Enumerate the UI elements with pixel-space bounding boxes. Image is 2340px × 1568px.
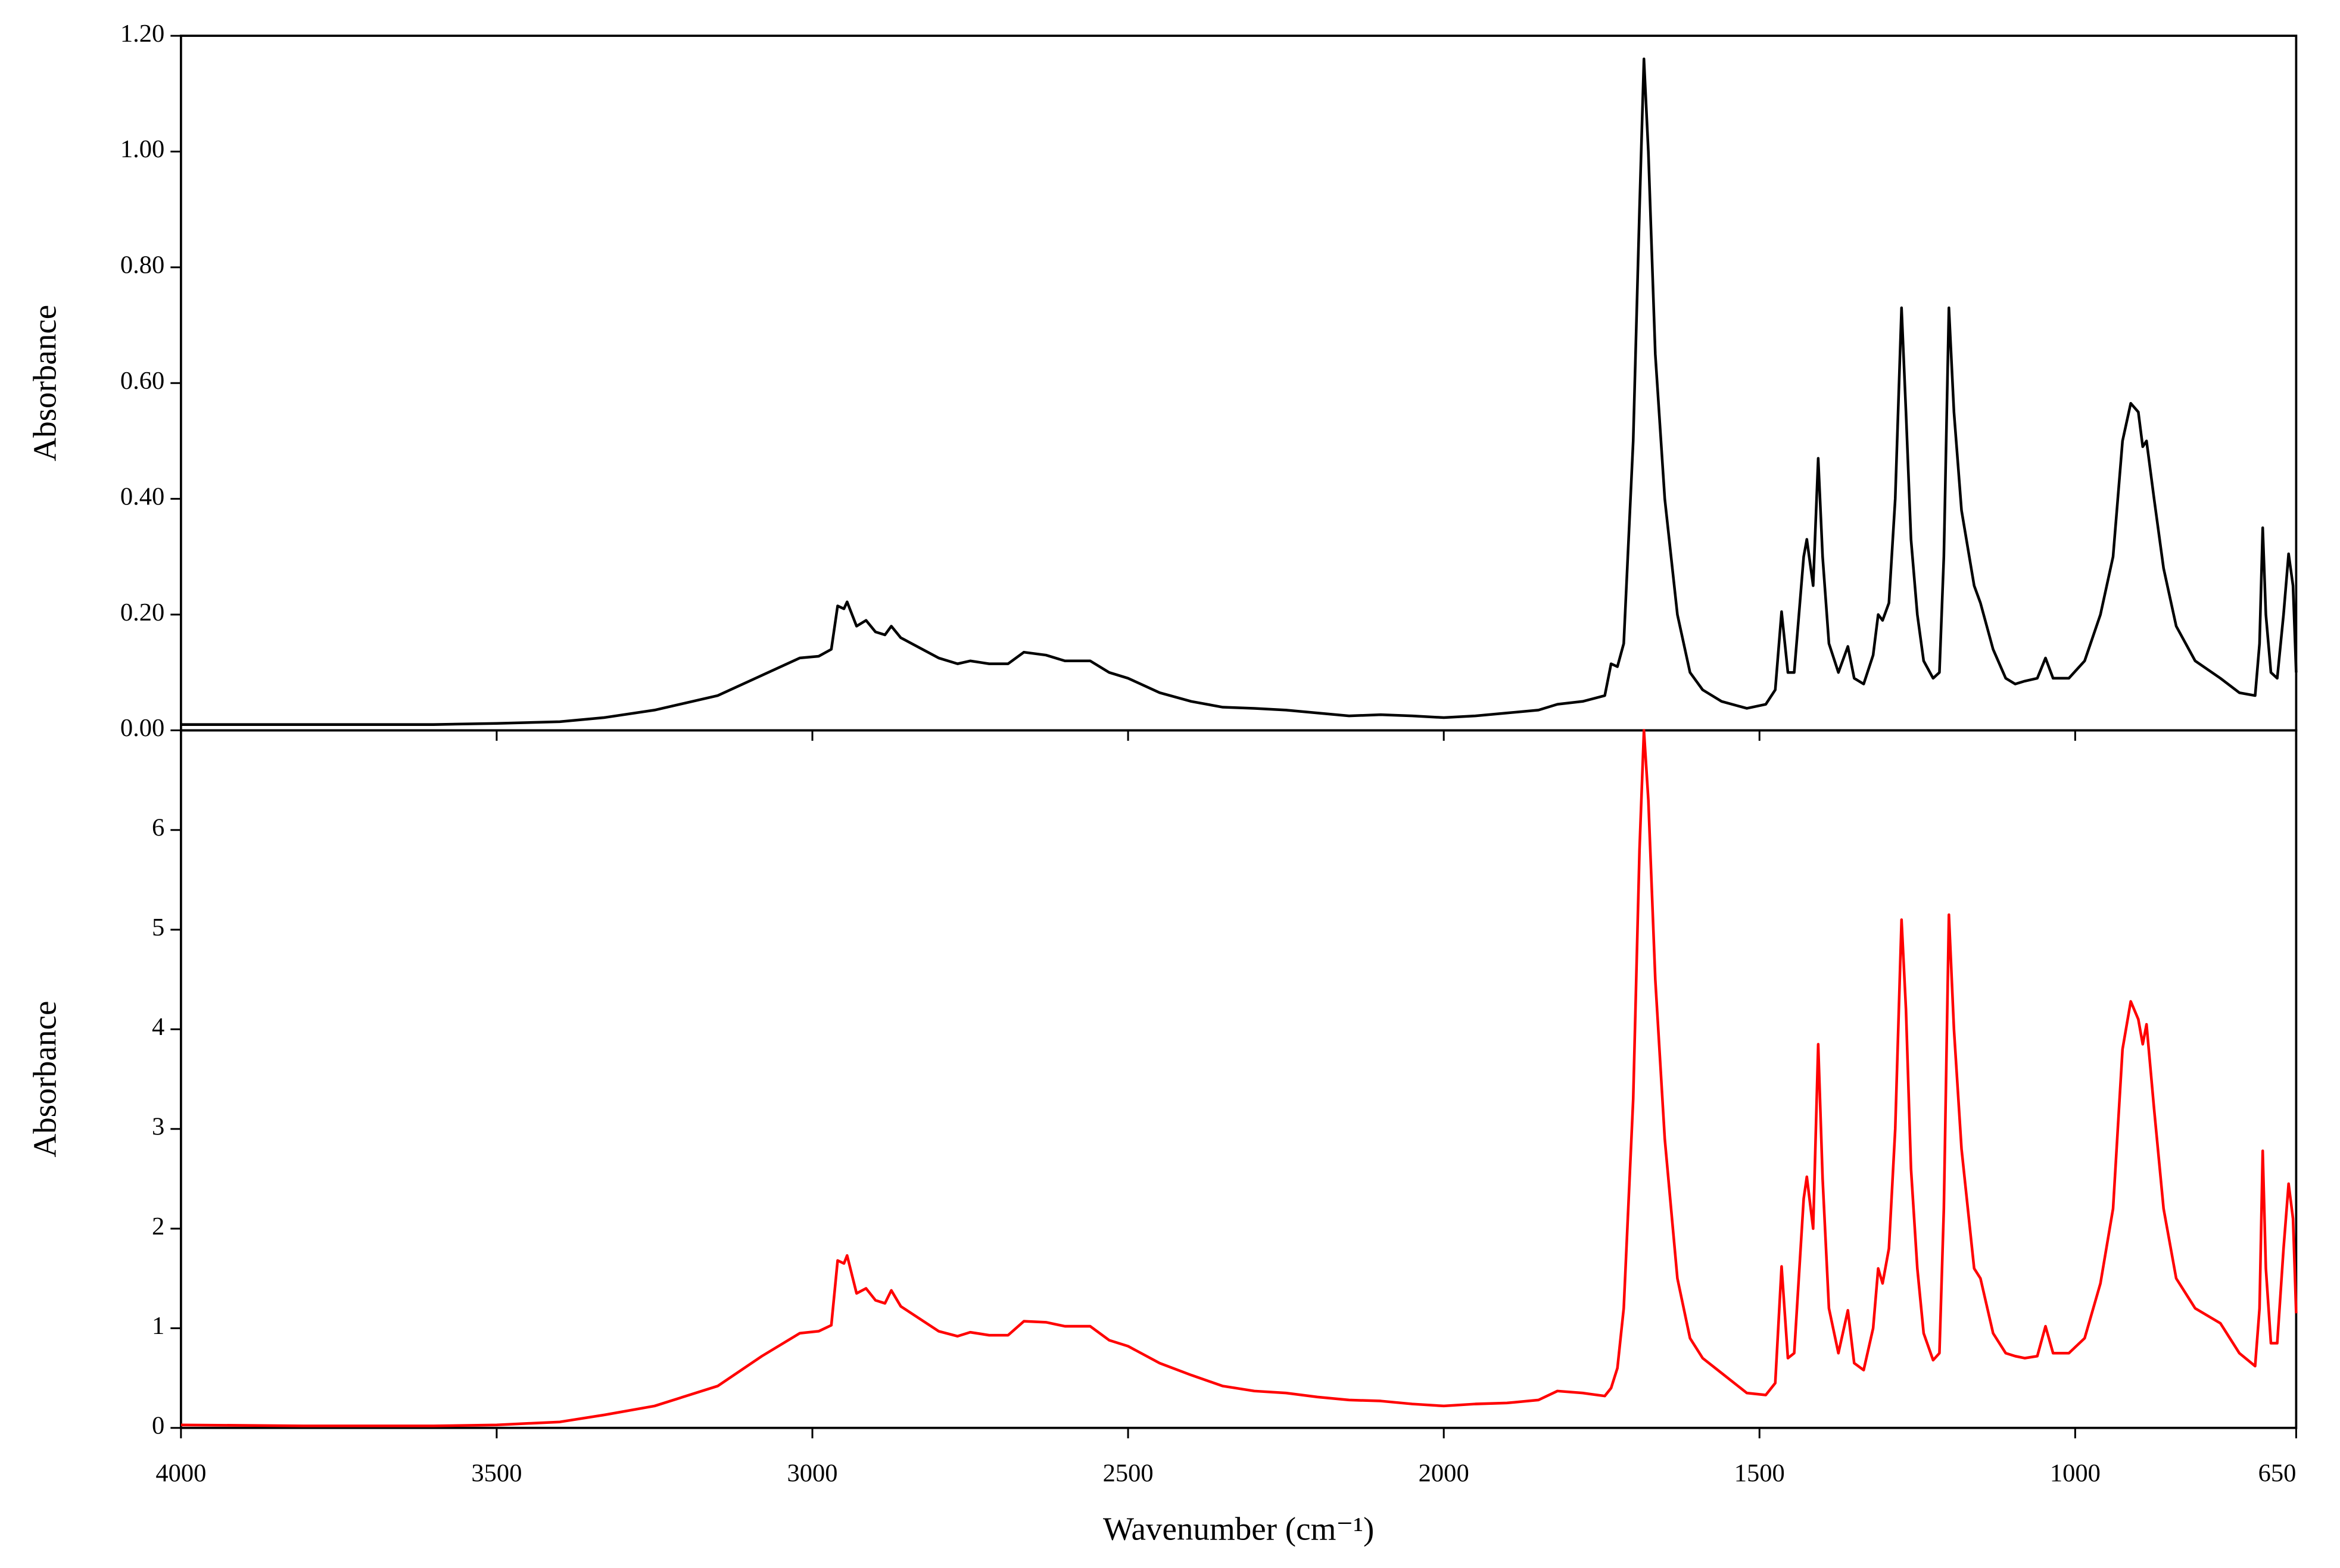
spectrum-line [180,729,2298,1427]
y-tick-label: 3 [152,1112,164,1140]
y-tick-label: 0.80 [120,251,164,279]
y-tick-label: 1.20 [120,20,164,48]
y-axis-label: Absorbance [27,305,63,462]
x-tick-label: 3500 [471,1460,522,1488]
x-tick-label: 1000 [2050,1460,2101,1488]
y-tick-label: 2 [152,1212,164,1240]
y-tick-label: 0 [152,1411,164,1439]
plot-frame [179,729,2298,1429]
x-tick-label: 2500 [1103,1460,1154,1488]
y-tick-label: 1.00 [120,135,164,163]
y-axis-label: Absorbance [27,1001,63,1158]
x-tick-label: 650 [2258,1460,2297,1488]
x-tick-label: 1500 [1734,1460,1785,1488]
y-tick-label: 0.40 [120,482,164,510]
y-tick-label: 1 [152,1312,164,1340]
x-tick-label: 3000 [787,1460,837,1488]
plot-frame [179,35,2298,732]
x-tick-label: 4000 [155,1460,206,1488]
y-tick-label: 6 [152,813,164,841]
y-tick-label: 0.60 [120,367,164,395]
y-tick-label: 4 [152,1013,164,1041]
spectrum-line [180,57,2298,726]
x-axis-label: Wavenumber (cm⁻¹) [1103,1511,1374,1547]
y-tick-label: 0.20 [120,598,164,626]
y-tick-label: 0.00 [120,714,164,742]
x-tick-label: 2000 [1419,1460,1469,1488]
y-tick-label: 5 [152,914,164,942]
